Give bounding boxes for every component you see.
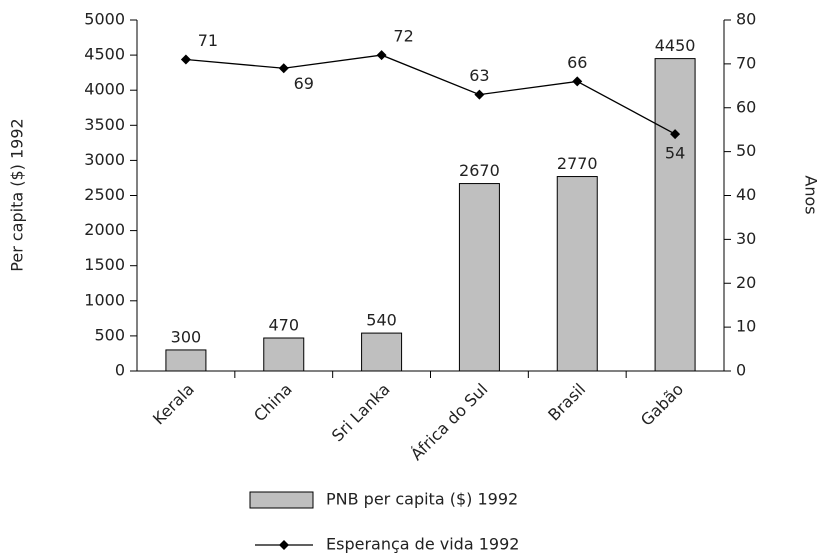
y2-tick-label: 20 <box>736 273 756 292</box>
y-tick-label: 0 <box>115 361 125 380</box>
y-tick-label: 4500 <box>84 45 125 64</box>
y2-tick-label: 40 <box>736 185 756 204</box>
bar-value-label: 2770 <box>557 154 598 173</box>
y-tick-label: 500 <box>94 325 125 344</box>
y-tick-label: 2500 <box>84 185 125 204</box>
y-axis-label: Per capita ($) 1992 <box>8 118 27 271</box>
line-value-label: 54 <box>665 144 685 163</box>
y2-tick-label: 70 <box>736 53 756 72</box>
y-tick-label: 1500 <box>84 255 125 274</box>
bar-value-label: 4450 <box>655 36 696 55</box>
line-marker <box>180 54 191 65</box>
legend-swatch <box>249 491 314 509</box>
y-tick-label: 3500 <box>84 115 125 134</box>
bar <box>263 337 305 372</box>
line-marker <box>278 63 289 74</box>
line <box>185 54 676 135</box>
line-marker <box>572 76 583 87</box>
x-tick-label: Kerala <box>149 380 198 429</box>
y2-axis-label: Anos <box>802 175 821 214</box>
y-tick-label: 5000 <box>84 10 125 29</box>
y2-tick-label: 10 <box>736 317 756 336</box>
bar <box>361 332 403 372</box>
y2-tick-label: 30 <box>736 229 756 248</box>
legend-label: Esperança de vida 1992 <box>326 535 519 554</box>
y-tick-label: 1000 <box>84 290 125 309</box>
bar <box>165 349 207 372</box>
bar <box>458 183 500 372</box>
y-tick-label: 2000 <box>84 220 125 239</box>
line-value-label: 63 <box>469 66 489 85</box>
y2-tick-label: 60 <box>736 97 756 116</box>
x-tick-label: Gabão <box>637 380 687 430</box>
line-value-label: 69 <box>294 74 314 93</box>
bar-value-label: 540 <box>366 311 397 330</box>
x-tick-label: China <box>250 380 296 426</box>
line-marker <box>376 50 387 61</box>
x-tick-label: Sri Lanka <box>328 380 394 446</box>
legend-marker <box>279 540 289 550</box>
line-marker <box>474 89 485 100</box>
bar-value-label: 300 <box>171 327 202 346</box>
bar <box>556 176 598 372</box>
line-value-label: 72 <box>393 27 413 46</box>
line-value-label: 71 <box>198 31 218 50</box>
x-tick-label: Brasil <box>544 380 589 425</box>
bar <box>654 58 696 372</box>
x-tick-label: África do Sul <box>407 380 491 464</box>
y2-tick-label: 0 <box>736 361 746 380</box>
y-tick-label: 3000 <box>84 150 125 169</box>
bar-value-label: 2670 <box>459 161 500 180</box>
line-value-label: 66 <box>567 53 587 72</box>
y-tick-label: 4000 <box>84 80 125 99</box>
line-marker <box>670 129 681 140</box>
y2-tick-label: 50 <box>736 141 756 160</box>
bar-value-label: 470 <box>268 316 299 335</box>
legend-label: PNB per capita ($) 1992 <box>326 490 518 509</box>
y2-tick-label: 80 <box>736 10 756 29</box>
